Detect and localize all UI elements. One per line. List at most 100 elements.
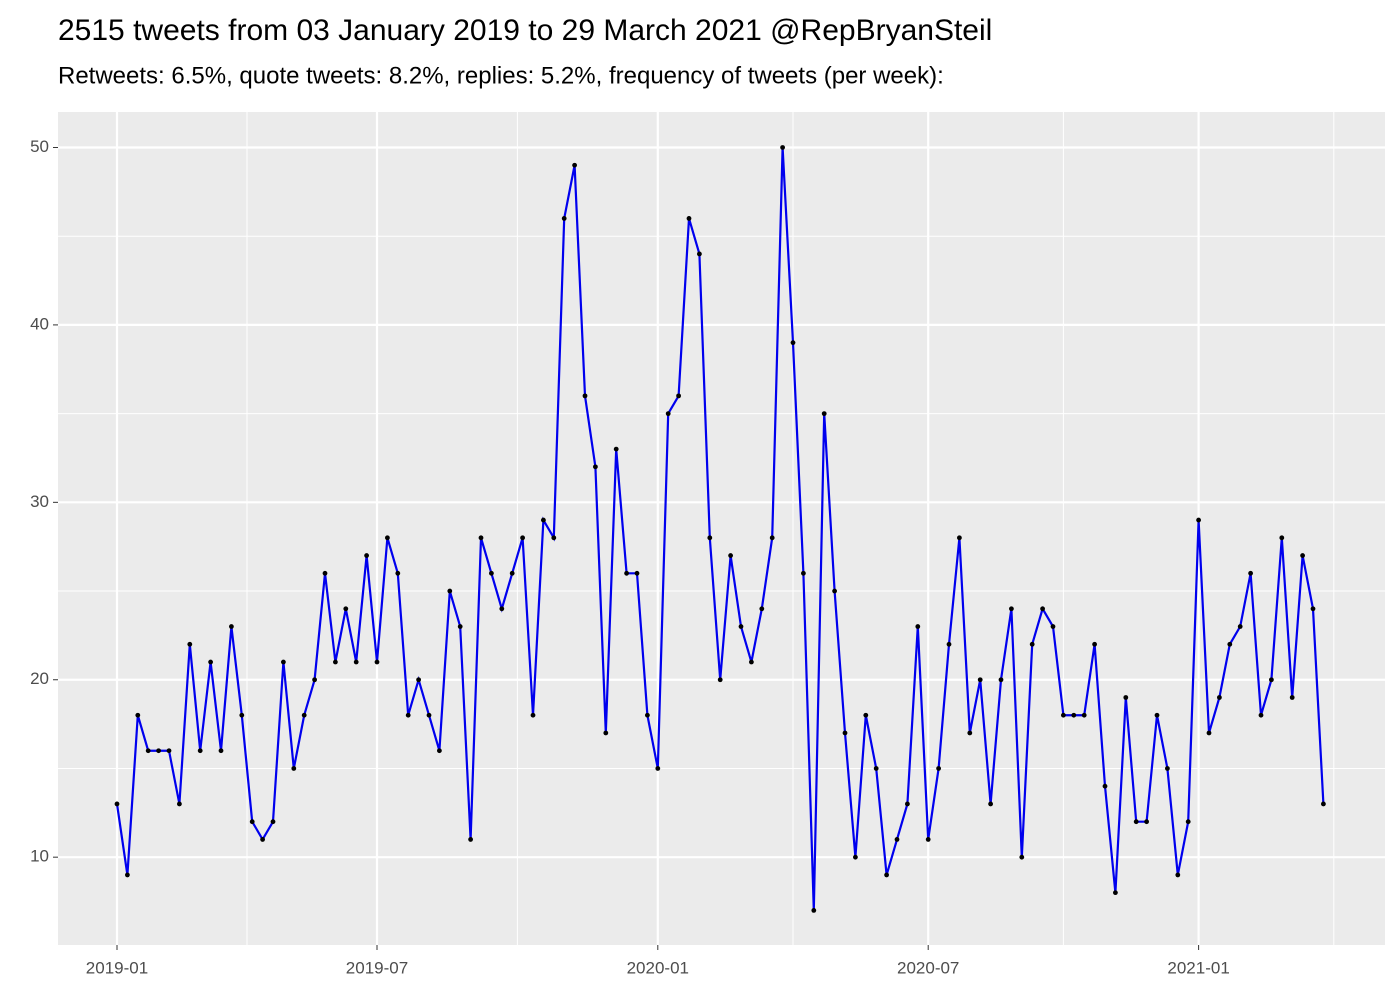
data-point bbox=[1321, 801, 1326, 807]
data-point bbox=[333, 659, 338, 665]
data-point bbox=[364, 553, 369, 558]
data-point bbox=[707, 535, 713, 541]
data-point bbox=[1196, 517, 1201, 523]
data-point bbox=[239, 712, 245, 718]
data-point bbox=[873, 766, 879, 771]
data-point bbox=[1133, 819, 1139, 825]
data-point bbox=[1040, 606, 1045, 612]
data-point bbox=[520, 535, 525, 541]
data-point bbox=[655, 766, 661, 771]
data-point bbox=[1258, 712, 1264, 718]
data-point bbox=[593, 464, 598, 470]
y-tick-label: 10 bbox=[30, 847, 49, 866]
data-point bbox=[1279, 535, 1285, 541]
data-point bbox=[1071, 712, 1077, 718]
data-point bbox=[187, 641, 193, 647]
data-point bbox=[801, 570, 806, 576]
data-point bbox=[1009, 606, 1014, 612]
data-point bbox=[395, 570, 401, 576]
data-point bbox=[769, 535, 775, 541]
data-point bbox=[249, 819, 255, 825]
data-point bbox=[894, 837, 900, 842]
x-tick-label: 2021-01 bbox=[1167, 958, 1229, 977]
data-point bbox=[1019, 854, 1025, 860]
data-point bbox=[468, 837, 473, 842]
data-point bbox=[1289, 695, 1295, 700]
data-point bbox=[478, 535, 484, 541]
data-point bbox=[1185, 819, 1191, 825]
data-point bbox=[218, 748, 224, 754]
data-point bbox=[738, 624, 744, 629]
data-point bbox=[489, 570, 494, 576]
data-point bbox=[686, 216, 692, 221]
data-point bbox=[270, 819, 276, 825]
data-point bbox=[166, 748, 172, 754]
data-point bbox=[863, 712, 869, 718]
data-point bbox=[197, 748, 203, 754]
plot-panel bbox=[58, 112, 1385, 945]
data-point bbox=[145, 748, 151, 754]
data-point bbox=[135, 712, 141, 718]
data-point bbox=[717, 677, 723, 683]
x-tick-label: 2019-01 bbox=[86, 958, 148, 977]
data-point bbox=[509, 570, 515, 576]
data-point bbox=[125, 872, 130, 878]
data-point bbox=[759, 606, 765, 612]
data-point bbox=[530, 712, 536, 718]
chart-subtitle: Retweets: 6.5%, quote tweets: 8.2%, repl… bbox=[58, 62, 944, 89]
data-point bbox=[374, 659, 380, 665]
data-point bbox=[1165, 766, 1170, 771]
data-point bbox=[260, 837, 265, 842]
data-point bbox=[811, 908, 817, 913]
data-point bbox=[343, 606, 349, 612]
data-point bbox=[613, 446, 619, 452]
data-point bbox=[322, 570, 328, 576]
data-point bbox=[925, 837, 931, 842]
data-point bbox=[426, 712, 432, 718]
data-point bbox=[1092, 641, 1097, 647]
data-point bbox=[977, 677, 983, 683]
data-point bbox=[749, 659, 754, 665]
y-tick-label: 20 bbox=[30, 669, 49, 688]
data-point bbox=[312, 677, 317, 683]
chart-title: 2515 tweets from 03 January 2019 to 29 M… bbox=[58, 14, 992, 47]
y-tick-label: 30 bbox=[30, 492, 49, 511]
data-point bbox=[229, 624, 234, 629]
data-point bbox=[967, 730, 973, 736]
data-point bbox=[1154, 712, 1160, 718]
data-point bbox=[665, 411, 671, 417]
data-point bbox=[156, 748, 162, 754]
data-point bbox=[842, 730, 848, 736]
data-point bbox=[697, 251, 702, 257]
data-point bbox=[634, 570, 640, 576]
data-point bbox=[437, 748, 442, 754]
data-point bbox=[790, 340, 796, 346]
data-point bbox=[821, 411, 827, 417]
data-point bbox=[551, 535, 557, 541]
data-point bbox=[1248, 570, 1253, 576]
data-point bbox=[541, 517, 546, 523]
data-point bbox=[499, 606, 505, 612]
data-point bbox=[416, 677, 421, 683]
data-point bbox=[603, 730, 609, 736]
data-point bbox=[1175, 872, 1181, 878]
data-point bbox=[853, 854, 858, 860]
x-tick-label: 2019-07 bbox=[346, 958, 408, 977]
data-point bbox=[582, 393, 588, 399]
data-point bbox=[1113, 890, 1118, 896]
data-point bbox=[385, 535, 390, 541]
data-point bbox=[1144, 819, 1149, 825]
x-tick-label: 2020-07 bbox=[897, 958, 959, 977]
data-point bbox=[353, 659, 359, 665]
data-point bbox=[1206, 730, 1212, 736]
data-point bbox=[1050, 624, 1056, 629]
data-point bbox=[1300, 553, 1305, 558]
data-point bbox=[301, 712, 307, 718]
data-point bbox=[957, 535, 962, 541]
data-point bbox=[447, 588, 453, 594]
data-point bbox=[572, 162, 577, 168]
data-point bbox=[946, 641, 952, 647]
data-point bbox=[208, 659, 214, 665]
data-point bbox=[1081, 712, 1087, 718]
